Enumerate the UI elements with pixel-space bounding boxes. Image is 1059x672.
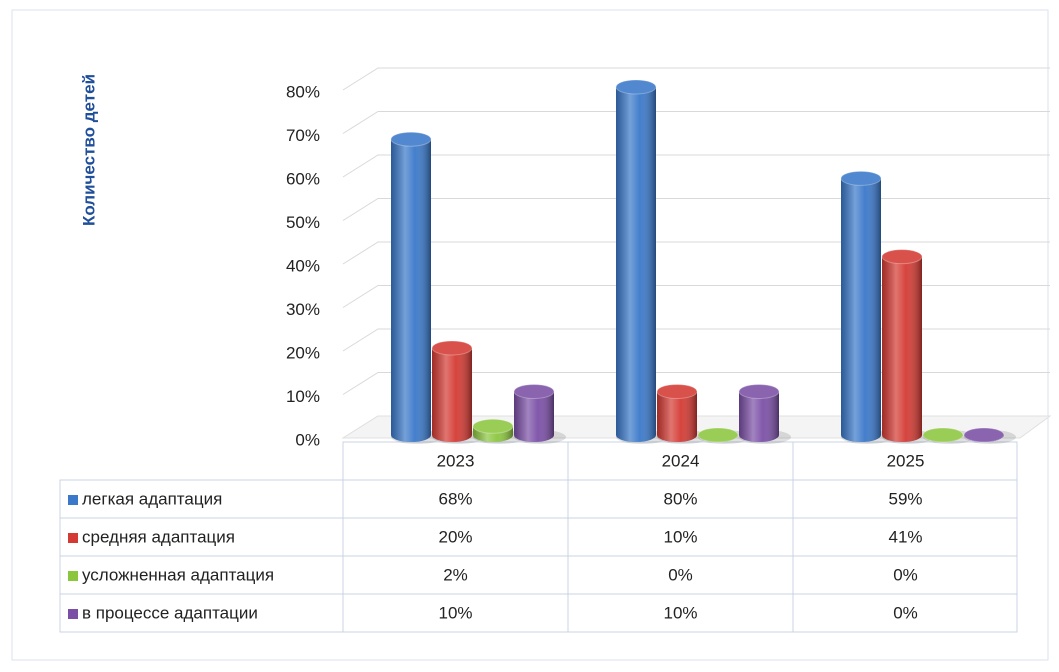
bar-top — [615, 79, 657, 95]
value-label: 41% — [888, 527, 922, 546]
grid-line — [342, 241, 1050, 265]
y-axis-title: Количество детей — [79, 74, 98, 226]
bar-top-shade — [739, 384, 779, 399]
x-tick-label: 2024 — [662, 451, 700, 470]
bar-top-shade — [391, 132, 431, 147]
table-row — [59, 593, 1018, 633]
value-label: 10% — [663, 603, 697, 622]
legend-label: средняя адаптация — [82, 527, 235, 546]
bar-top-shade — [841, 171, 881, 186]
bar-top-shade — [432, 341, 472, 355]
bar-top — [738, 384, 780, 399]
value-label: 2% — [443, 565, 468, 584]
x-tick-label: 2025 — [887, 451, 925, 470]
grid-line — [342, 111, 1050, 134]
legend-label: в процессе адаптации — [82, 603, 258, 622]
value-label: 10% — [663, 527, 697, 546]
bar — [881, 249, 934, 444]
bar-shade — [882, 256, 922, 442]
bar-top — [390, 131, 432, 147]
bar-top-shade — [923, 428, 963, 442]
grid-line — [342, 372, 1050, 395]
bar-shade — [739, 391, 779, 442]
y-tick-label: 40% — [286, 256, 320, 275]
bar-shade — [616, 87, 656, 442]
value-label: 0% — [893, 603, 918, 622]
bar — [922, 427, 975, 444]
bar-shade — [841, 178, 881, 442]
bar — [840, 170, 893, 444]
bar — [390, 131, 443, 444]
grid-line — [342, 154, 1050, 178]
bar-shade — [657, 391, 697, 442]
value-label: 0% — [668, 565, 693, 584]
x-tick-label: 2023 — [437, 451, 475, 470]
bar-shade — [514, 391, 554, 442]
bar-top-shade — [657, 384, 697, 399]
y-tick-label: 70% — [286, 126, 320, 145]
bar — [615, 79, 668, 444]
bar — [472, 418, 525, 444]
bar-top-shade — [514, 384, 554, 399]
legend-label: усложненная адаптация — [82, 565, 274, 584]
bar — [738, 384, 791, 444]
bar-shade — [391, 139, 431, 442]
bar-top — [922, 427, 964, 443]
bar — [697, 427, 750, 444]
legend-swatch — [68, 495, 78, 505]
grid-line — [342, 285, 1050, 308]
y-tick-label: 0% — [295, 430, 320, 449]
bar-shade — [432, 348, 472, 442]
bar-top-shade — [964, 428, 1004, 442]
value-label: 0% — [893, 565, 918, 584]
value-label: 20% — [438, 527, 472, 546]
bar — [513, 384, 566, 444]
value-label: 80% — [663, 489, 697, 508]
y-tick-label: 10% — [286, 387, 320, 406]
value-label: 10% — [438, 603, 472, 622]
value-label: 68% — [438, 489, 472, 508]
legend-label: легкая адаптация — [82, 489, 222, 508]
y-tick-label: 80% — [286, 82, 320, 101]
legend-swatch — [68, 533, 78, 543]
bar-top — [697, 427, 739, 443]
bar-top-shade — [473, 419, 513, 434]
bar — [963, 427, 1016, 444]
bar-top — [472, 418, 514, 434]
legend-swatch — [68, 571, 78, 581]
bar-top-shade — [616, 80, 656, 94]
bar-top-shade — [698, 428, 738, 442]
y-tick-label: 30% — [286, 300, 320, 319]
bar-top — [963, 427, 1005, 443]
y-tick-label: 60% — [286, 169, 320, 188]
grid-line — [342, 198, 1050, 221]
bar-top — [840, 170, 882, 186]
bar-top-shade — [882, 249, 922, 264]
bar-top — [431, 340, 473, 356]
bar-top — [513, 384, 555, 399]
grid-line — [342, 67, 1050, 91]
bar — [431, 340, 484, 444]
bar-top — [656, 384, 698, 399]
bar-top — [881, 249, 923, 265]
y-tick-label: 20% — [286, 343, 320, 362]
value-label: 59% — [888, 489, 922, 508]
grid-line — [342, 328, 1050, 352]
bar — [656, 384, 709, 444]
legend-swatch — [68, 609, 78, 619]
y-tick-label: 50% — [286, 213, 320, 232]
